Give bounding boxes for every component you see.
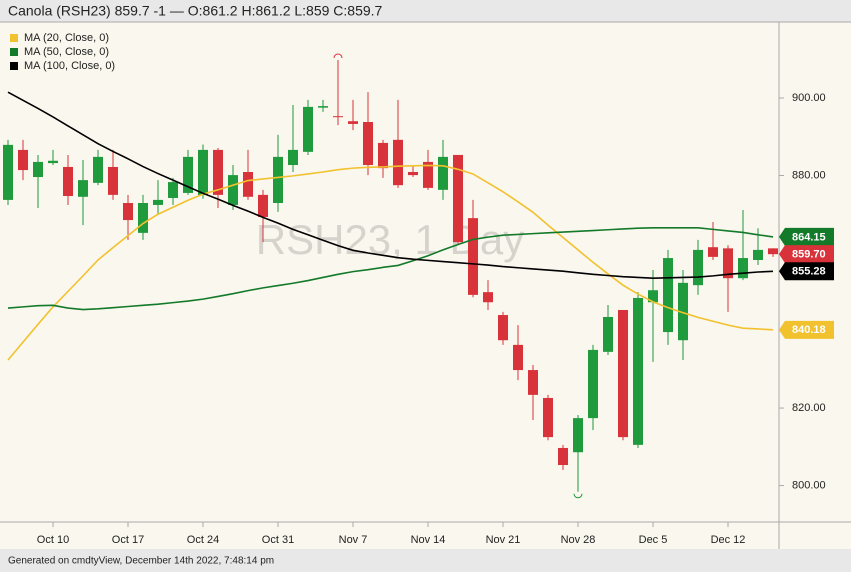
ma-line (7, 164, 774, 361)
candle-body (228, 175, 238, 205)
candle-body (723, 248, 733, 279)
candle-body (408, 172, 418, 176)
candle-body (288, 149, 298, 166)
x-tick-label: Oct 17 (112, 534, 144, 546)
legend-swatch (10, 48, 18, 56)
high-marker (333, 53, 343, 59)
candle-body (678, 282, 688, 341)
x-tick-label: Nov 28 (561, 534, 596, 546)
candle-body (333, 116, 343, 118)
price-tag (779, 262, 834, 281)
candle-body (618, 309, 628, 438)
legend-label: MA (100, Close, 0) (24, 60, 115, 72)
candle-body (603, 316, 613, 352)
candle-body (738, 258, 748, 279)
footer: Generated on cmdtyView, December 14th 20… (8, 556, 274, 567)
y-tick-label: 820.00 (792, 402, 826, 414)
candle-body (693, 249, 703, 286)
y-tick-label: 800.00 (792, 479, 826, 491)
legend-swatch (10, 62, 18, 70)
candle-body (753, 249, 763, 260)
candle-body (633, 297, 643, 445)
candle-body (573, 418, 583, 453)
x-tick-label: Nov 7 (339, 534, 368, 546)
x-tick-label: Oct 24 (187, 534, 219, 546)
candle-body (183, 156, 193, 193)
candle-body (303, 106, 313, 152)
y-tick-label: 880.00 (792, 169, 826, 181)
candle-body (318, 106, 328, 108)
candle-body (453, 154, 463, 243)
candle-body (588, 349, 598, 419)
price-tag-label: 864.15 (792, 231, 826, 243)
candle-body (63, 166, 73, 197)
candle-body (243, 172, 253, 197)
candle-body (3, 144, 13, 200)
candle-body (468, 218, 478, 295)
candle-body (48, 160, 58, 164)
y-tick-label: 900.00 (792, 92, 826, 104)
x-tick-label: Oct 31 (262, 534, 294, 546)
candle-body (33, 161, 43, 178)
low-marker (573, 493, 583, 499)
candle-body (528, 370, 538, 395)
candle-body (108, 166, 118, 195)
ma-line (7, 227, 774, 311)
candle-body (168, 182, 178, 198)
footer-bar (0, 549, 851, 572)
candle-body (153, 199, 163, 205)
x-tick-label: Nov 14 (411, 534, 446, 546)
price-tag-label: 855.28 (792, 266, 826, 278)
chart-title: Canola (RSH23) 859.7 -1 — O:861.2 H:861.… (8, 3, 383, 19)
candle-body (18, 149, 28, 171)
price-tag (779, 320, 834, 339)
candle-body (648, 290, 658, 303)
x-tick-label: Dec 12 (711, 534, 746, 546)
price-tag-label: 859.70 (792, 249, 826, 261)
candle-body (138, 203, 148, 233)
candle-body (708, 247, 718, 257)
candle-body (213, 149, 223, 195)
candle-body (258, 194, 268, 217)
candle-body (483, 292, 493, 303)
price-tag (779, 245, 834, 264)
candle-body (423, 161, 433, 188)
candle-body (123, 203, 133, 221)
price-tag-label: 840.18 (792, 324, 826, 336)
candle-body (768, 248, 778, 255)
ma-line (7, 91, 774, 280)
legend-label: MA (50, Close, 0) (24, 46, 109, 58)
legend-swatch (10, 34, 18, 42)
candle-body (438, 156, 448, 190)
x-tick-label: Oct 10 (37, 534, 69, 546)
x-tick-label: Nov 21 (486, 534, 521, 546)
candle-body (198, 149, 208, 195)
candle-body (93, 156, 103, 183)
candle-body (558, 447, 568, 466)
candle-body (663, 258, 673, 333)
candle-body (273, 156, 283, 204)
candle-body (78, 180, 88, 197)
candle-body (378, 142, 388, 169)
candle-body (348, 121, 358, 124)
watermark: RSH23, 1 Day (256, 216, 524, 263)
candle-body (498, 315, 508, 341)
legend-label: MA (20, Close, 0) (24, 32, 109, 44)
candle-body (363, 122, 373, 166)
title-bar (0, 0, 851, 22)
x-tick-label: Dec 5 (639, 534, 668, 546)
candle-body (513, 344, 523, 371)
price-tag (779, 227, 834, 246)
candle-body (543, 397, 553, 438)
candle-body (393, 139, 403, 186)
